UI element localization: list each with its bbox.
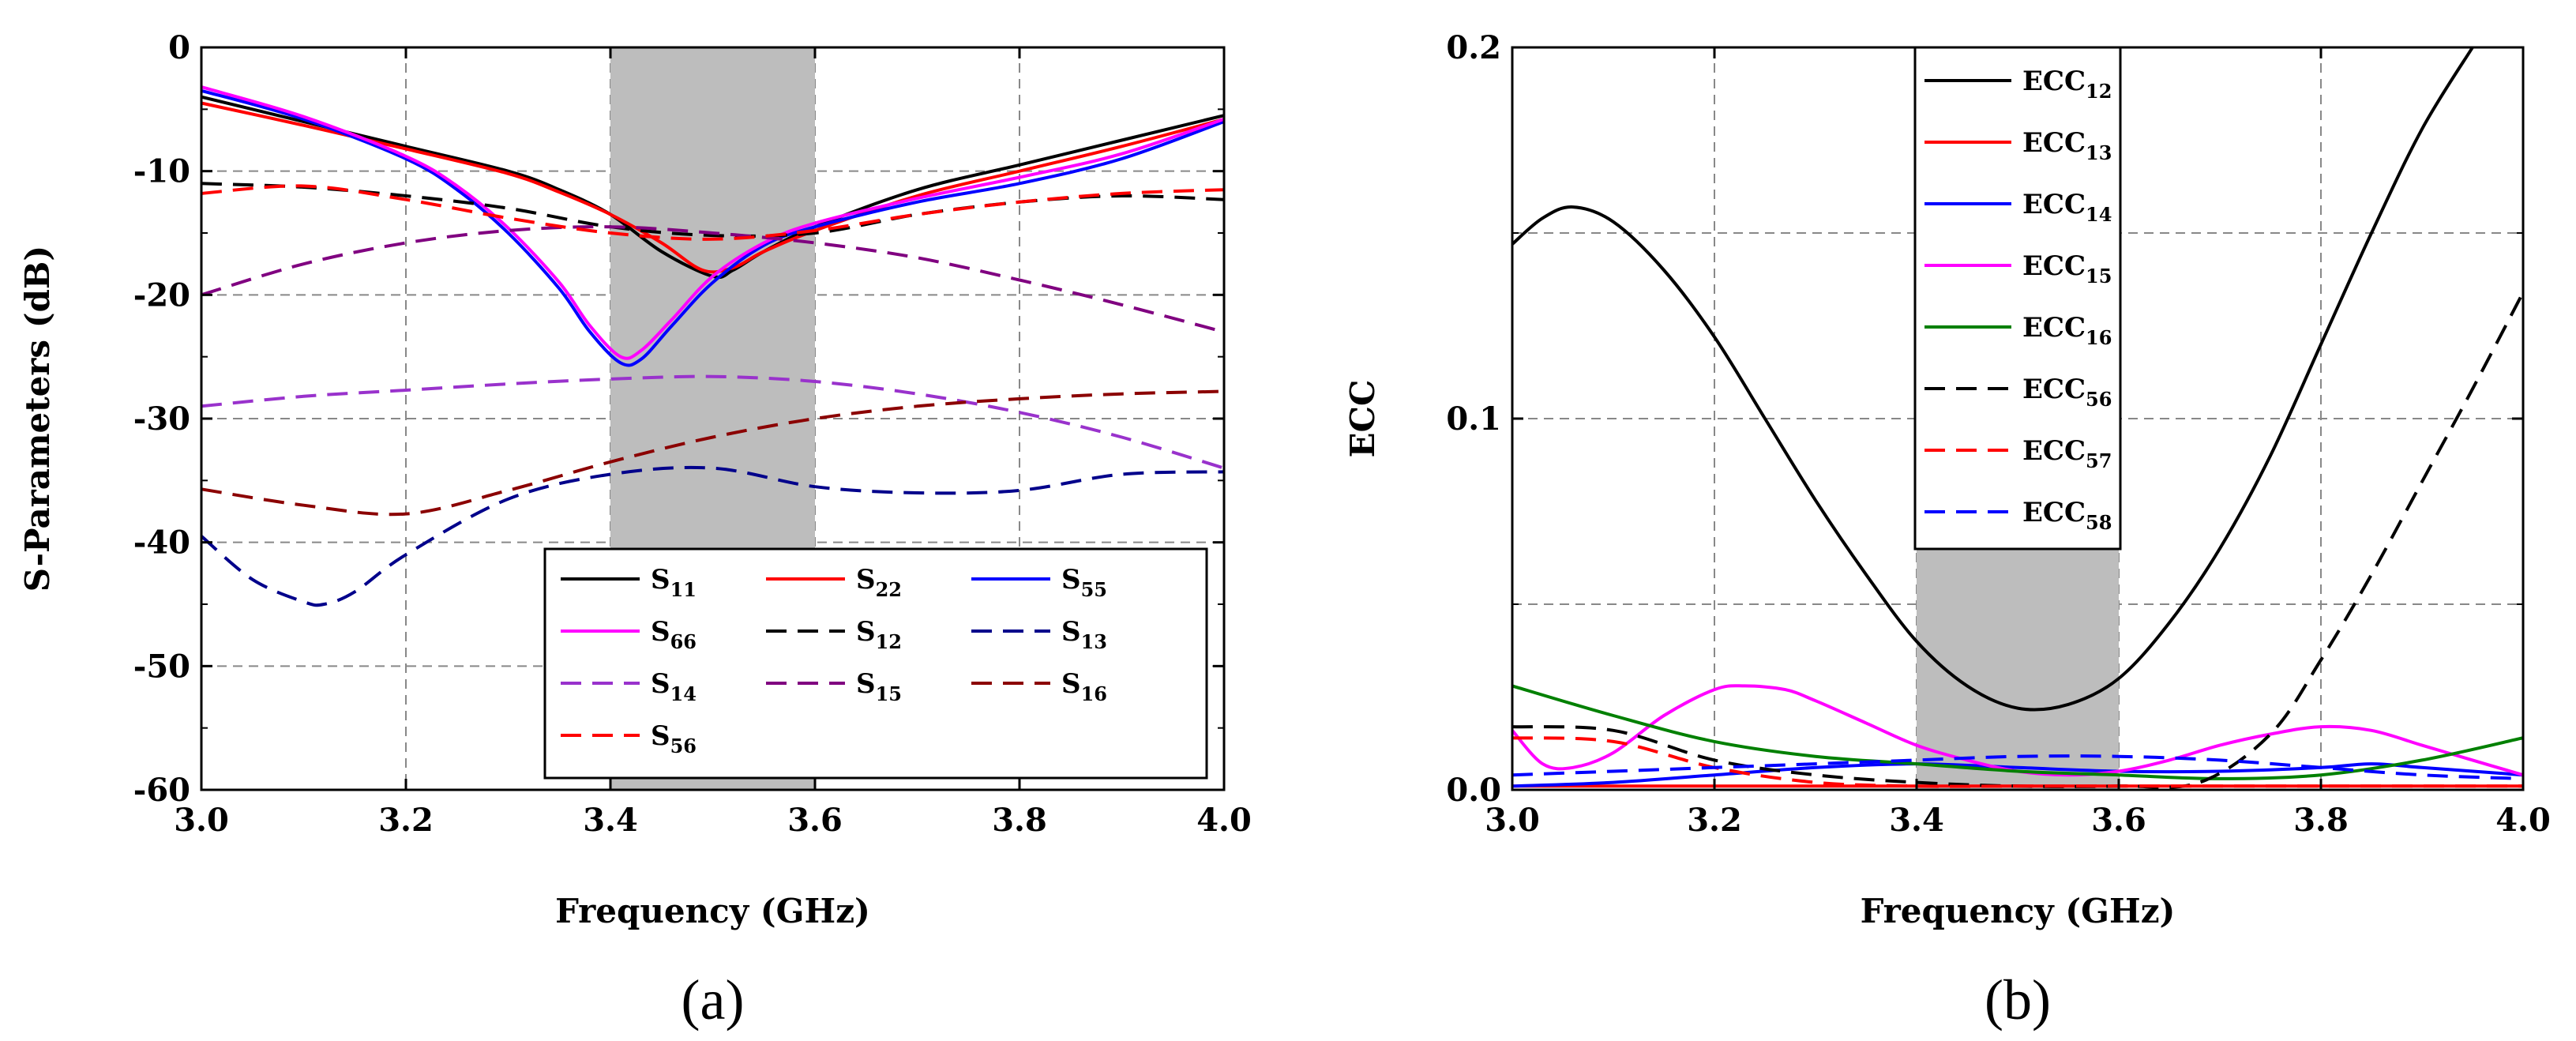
series-line-s56 — [201, 184, 1225, 241]
legend-label-s56: S56 — [651, 720, 697, 757]
series-line-s15 — [201, 225, 1225, 334]
x-tick-label: 3.8 — [992, 802, 1047, 839]
panel-a-y-axis-label: S-Parameters (dB) — [18, 246, 57, 592]
legend-label-s11: S11 — [651, 564, 697, 601]
panel-b-series-group — [1511, 46, 2525, 789]
y-tick-label: 0.0 — [1446, 772, 1501, 809]
x-tick-label: 3.4 — [1889, 802, 1944, 839]
series-line-s16 — [201, 389, 1225, 517]
legend-label-ecc13: ECC13 — [2022, 127, 2112, 164]
x-tick-label: 3.0 — [1485, 802, 1540, 839]
panel-b-caption: (b) — [1985, 968, 2051, 1032]
legend-label-ecc12: ECC12 — [2022, 66, 2112, 103]
panel-a: 3.0 3.2 3.4 3.6 3.8 4.0 0 -10 -20 -30 -40 -50 -60 S1… — [18, 29, 1252, 1032]
panel-b-ticks: 3.0 3.2 3.4 3.6 3.8 4.0 0.0 0.1 0.2 — [1446, 29, 2550, 839]
legend-label-s13: S13 — [1061, 616, 1107, 653]
y-tick-label: -50 — [133, 648, 190, 685]
series-line-ecc58 — [1511, 754, 2524, 780]
x-tick-label: 3.0 — [174, 802, 229, 839]
panel-b: 3.0 3.2 3.4 3.6 3.8 4.00.00.10.2 ECC12ECC13EC… — [1343, 29, 2551, 1032]
legend-label-s14: S14 — [651, 668, 697, 705]
y-tick-label: 0.1 — [1446, 400, 1501, 438]
legend-label-s12: S12 — [856, 616, 902, 653]
series-line-ecc15 — [1511, 684, 2524, 777]
x-tick-label: 3.6 — [787, 802, 843, 839]
x-tick-label: 3.2 — [1687, 802, 1742, 839]
series-line-ecc57 — [1511, 736, 2523, 788]
panel-a-legend: S11 S22 S55 S66 S12 S13 S14 S15 S16 S56 — [543, 547, 1208, 780]
legend-label-ecc14: ECC14 — [2022, 189, 2112, 226]
panel-a-ticks: 3.0 3.2 3.4 3.6 3.8 4.0 0 -10 -20 -30 -40 -50 -60 — [133, 29, 1252, 839]
y-tick-label: -20 — [133, 276, 190, 314]
x-tick-label: 4.0 — [1196, 802, 1252, 839]
legend-label-s15: S15 — [856, 668, 902, 705]
legend-label-ecc16: ECC16 — [2022, 312, 2112, 349]
y-tick-label: 0.2 — [1446, 29, 1501, 66]
legend-label-ecc58: ECC58 — [2022, 497, 2112, 534]
series-line-ecc12 — [1511, 46, 2474, 712]
x-tick-label: 3.4 — [583, 802, 638, 839]
panel-b-y-axis-label: ECC — [1343, 380, 1382, 458]
series-line-s22 — [201, 101, 1225, 274]
series-line-s14 — [201, 374, 1225, 470]
panel-b-x-axis-label: Frequency (GHz) — [1861, 892, 2176, 930]
legend-label-s16: S16 — [1061, 668, 1107, 705]
x-tick-label: 3.8 — [2293, 802, 2349, 839]
series-line-s13 — [200, 465, 1225, 607]
legend-label-s66: S66 — [651, 616, 697, 653]
x-tick-label: 3.6 — [2091, 802, 2146, 839]
legend-label-ecc15: ECC15 — [2022, 250, 2112, 287]
series-line-s66 — [201, 85, 1225, 360]
legend-label-ecc57: ECC57 — [2022, 435, 2112, 472]
y-tick-label: -30 — [133, 400, 190, 438]
x-tick-label: 4.0 — [2495, 802, 2551, 839]
legend-box — [543, 547, 1208, 780]
panel-a-caption: (a) — [682, 968, 745, 1032]
series-line-ecc14 — [1511, 762, 2524, 788]
legend-label-ecc56: ECC56 — [2022, 374, 2112, 411]
legend-label-s22: S22 — [856, 564, 902, 601]
y-tick-label: -40 — [133, 524, 190, 562]
x-tick-label: 3.2 — [378, 802, 434, 839]
y-tick-label: -10 — [133, 153, 190, 190]
panel-a-series-group — [200, 85, 1225, 607]
y-tick-label: 0 — [168, 29, 190, 66]
y-tick-label: -60 — [133, 772, 190, 809]
legend-box — [1913, 46, 2122, 551]
panel-a-x-axis-label: Frequency (GHz) — [555, 892, 870, 930]
legend-label-s55: S55 — [1061, 564, 1107, 601]
series-line-s55 — [201, 88, 1225, 367]
panel-b-legend: ECC12 ECC13 ECC14 ECC15 ECC16 ECC56 ECC57 ECC58 — [1913, 46, 2122, 551]
